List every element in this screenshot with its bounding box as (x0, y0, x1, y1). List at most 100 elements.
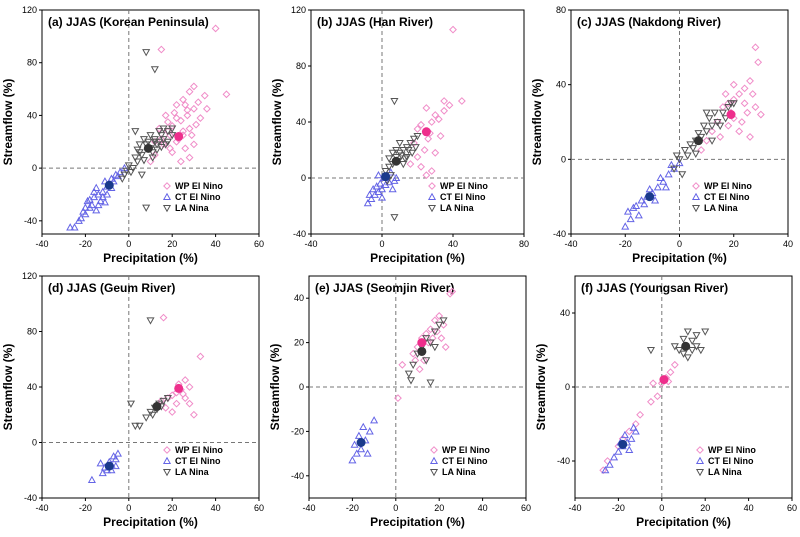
data-point-ct (90, 187, 99, 195)
y-axis-label: Streamflow (%) (534, 344, 548, 431)
x-tick-label: 20 (434, 503, 444, 513)
x-tick-label: 80 (519, 239, 529, 249)
data-point-la (679, 335, 688, 344)
data-point-wp (161, 403, 170, 412)
panel-title: (b) JJAS (Han River) (317, 15, 433, 29)
data-point-ct (113, 449, 122, 457)
data-point-ct (621, 222, 630, 230)
data-point-la (139, 157, 149, 165)
data-point-wp (708, 127, 716, 136)
panel-1: -40 0 40 80 -40 0 40 80 120 Precipitation (%) Stre… (270, 5, 529, 265)
legend-label-wp: WP El Nino (704, 181, 752, 191)
data-point-la (390, 214, 399, 222)
data-point-wp (189, 82, 198, 91)
mean-marker-la (417, 346, 427, 356)
data-point-la (124, 162, 133, 170)
data-point-wp (666, 368, 675, 377)
x-tick-label: -20 (612, 503, 625, 513)
mean-marker-ct (618, 439, 628, 449)
data-point-ct (92, 206, 101, 214)
data-point-la (680, 146, 689, 155)
data-point-la (721, 115, 730, 123)
data-point-ct (634, 211, 643, 219)
data-point-la (691, 150, 700, 158)
data-point-la (430, 343, 439, 352)
y-axis-label: Streamflow (%) (530, 79, 544, 166)
data-point-wp (159, 313, 168, 322)
legend-marker-wp (430, 446, 438, 454)
data-point-la (430, 328, 439, 336)
data-point-wp (413, 153, 422, 161)
legend-label-wp: WP El Nino (708, 445, 756, 455)
x-tick-label: 20 (167, 239, 177, 249)
data-point-wp (211, 24, 220, 33)
data-point-la (152, 146, 162, 154)
data-point-wp (194, 98, 203, 107)
data-point-la (395, 139, 404, 148)
data-point-wp (181, 376, 190, 384)
data-point-wp (751, 43, 760, 52)
data-point-wp (181, 100, 190, 109)
data-point-wp (435, 312, 444, 320)
data-point-la (402, 153, 411, 162)
data-point-ct (363, 198, 372, 207)
legend-marker-la (695, 468, 705, 477)
data-point-wp (179, 390, 187, 398)
x-tick-label: -20 (346, 503, 359, 513)
data-point-wp (189, 140, 198, 149)
data-point-wp (163, 118, 172, 126)
x-axis-label: Precipitation (%) (636, 515, 731, 529)
data-point-wp (649, 379, 658, 388)
data-point-wp (168, 408, 177, 416)
data-point-wp (746, 77, 754, 85)
data-point-wp (422, 171, 431, 180)
mean-marker-ct (645, 192, 655, 202)
data-point-la (689, 145, 698, 153)
mean-marker-wp (659, 375, 669, 385)
y-tick-label: 80 (556, 5, 566, 15)
data-point-wp (754, 58, 763, 67)
legend-marker-la (429, 468, 439, 477)
data-point-la (406, 139, 415, 148)
data-point-wp (203, 104, 211, 113)
data-point-ct (623, 207, 633, 215)
mean-marker-ct (104, 180, 114, 190)
panel-3: -40 -20 0 20 40 60 -40 0 40 80 120 Precipitation (%… (1, 271, 264, 529)
data-point-la (131, 128, 140, 136)
data-point-wp (157, 135, 166, 144)
legend-label-wp: WP El Nino (440, 181, 488, 191)
legend-marker-la (691, 204, 701, 213)
data-point-ct (377, 193, 387, 201)
data-point-wp (185, 124, 194, 133)
data-point-la (713, 118, 722, 127)
data-point-la (409, 135, 418, 144)
data-point-ct (392, 173, 401, 182)
mean-marker-la (391, 156, 401, 166)
data-point-ct (629, 203, 638, 211)
data-point-ct (640, 199, 649, 208)
legend-marker-wp (696, 446, 704, 454)
x-tick-label: -20 (79, 503, 92, 513)
x-axis-label: Precipitation (%) (103, 251, 198, 265)
data-point-la (435, 321, 444, 330)
y-tick-label: 40 (556, 80, 566, 90)
panel-4: -40 -20 0 20 40 60 -40 -20 0 20 40 Precipitation (%… (268, 275, 531, 529)
legend-label-la: LA Nina (442, 467, 477, 477)
data-point-wp (670, 360, 679, 369)
legend-marker-wp (163, 182, 171, 190)
y-tick-label: 20 (294, 338, 304, 348)
y-tick-label: 120 (22, 271, 37, 281)
data-point-ct (675, 158, 684, 167)
data-point-wp (740, 99, 749, 108)
data-point-la (131, 154, 140, 162)
data-point-ct (81, 203, 90, 211)
data-point-ct (653, 183, 662, 191)
data-point-wp (751, 103, 760, 111)
data-point-la (670, 165, 679, 173)
y-tick-label: 40 (294, 293, 304, 303)
panel-title: (d) JJAS (Geum River) (48, 281, 175, 295)
data-point-la (692, 332, 701, 340)
data-point-la (702, 109, 711, 117)
data-point-wp (185, 87, 194, 96)
mean-marker-ct (381, 172, 391, 182)
